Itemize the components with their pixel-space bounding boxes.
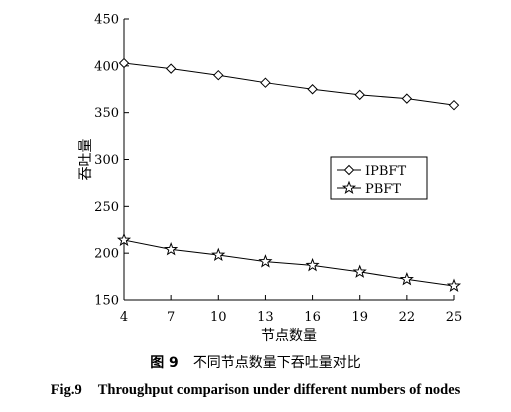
data-point-pbft <box>164 241 179 256</box>
data-point-ipbft <box>354 89 365 101</box>
x-tick-label: 16 <box>304 310 321 325</box>
figure-caption-chinese: 图 9 不同节点数量下吞吐量对比 <box>0 352 511 372</box>
data-point-pbft <box>211 247 226 262</box>
figure-caption-english: Fig.9 Throughput comparison under differe… <box>0 382 511 399</box>
y-tick-label: 250 <box>94 200 119 215</box>
x-tick-label: 22 <box>399 310 416 325</box>
y-tick-label: 400 <box>94 59 119 74</box>
data-point-pbft <box>258 254 273 268</box>
figure-title-cn: 不同节点数量下吞吐量对比 <box>192 355 361 371</box>
y-axis-label: 吞吐量 <box>78 139 94 181</box>
chart-area: 150 200 250 300 350 400 450 4 7 10 13 16 19 22 25 节点数量 吞… <box>78 13 463 345</box>
figure-number-en: Fig.9 <box>50 382 82 398</box>
data-point-pbft <box>446 278 462 292</box>
y-tick-label: 300 <box>94 153 119 168</box>
series-line-ipbft <box>123 62 455 106</box>
legend-marker-ipbft <box>343 164 355 176</box>
y-tick-label: 450 <box>94 13 119 28</box>
x-tick-label: 4 <box>120 310 128 325</box>
data-point-ipbft <box>118 57 130 69</box>
data-point-pbft <box>399 271 414 286</box>
data-point-pbft <box>116 232 132 247</box>
legend-label-pbft: PBFT <box>365 182 401 197</box>
data-point-ipbft <box>213 69 224 81</box>
throughput-line-chart: 150 200 250 300 350 400 450 4 7 10 13 16 19 22 25 节点数量 吞… <box>78 13 463 345</box>
x-tick-label: 10 <box>210 310 227 325</box>
data-point-ipbft <box>401 93 413 104</box>
data-point-ipbft <box>448 99 460 111</box>
legend-marker-pbft <box>341 180 357 195</box>
figure-number-cn: 图 9 <box>150 355 179 371</box>
x-axis-label: 节点数量 <box>261 328 317 344</box>
y-tick-label: 200 <box>94 247 119 262</box>
legend-label-ipbft: IPBFT <box>365 164 406 179</box>
y-tick-label: 350 <box>94 106 119 121</box>
data-point-ipbft <box>307 84 318 95</box>
figure-title-en: Throughput comparison under different nu… <box>97 382 461 398</box>
y-tick-label: 150 <box>94 294 119 309</box>
x-tick-label: 13 <box>257 310 274 325</box>
x-tick-label: 7 <box>167 310 175 325</box>
data-point-ipbft <box>260 77 271 88</box>
data-point-pbft <box>305 257 320 272</box>
data-point-pbft <box>352 264 367 278</box>
data-point-ipbft <box>165 63 177 74</box>
series-line-pbft <box>123 239 455 287</box>
x-tick-label: 19 <box>351 310 368 325</box>
x-tick-label: 25 <box>446 310 463 325</box>
